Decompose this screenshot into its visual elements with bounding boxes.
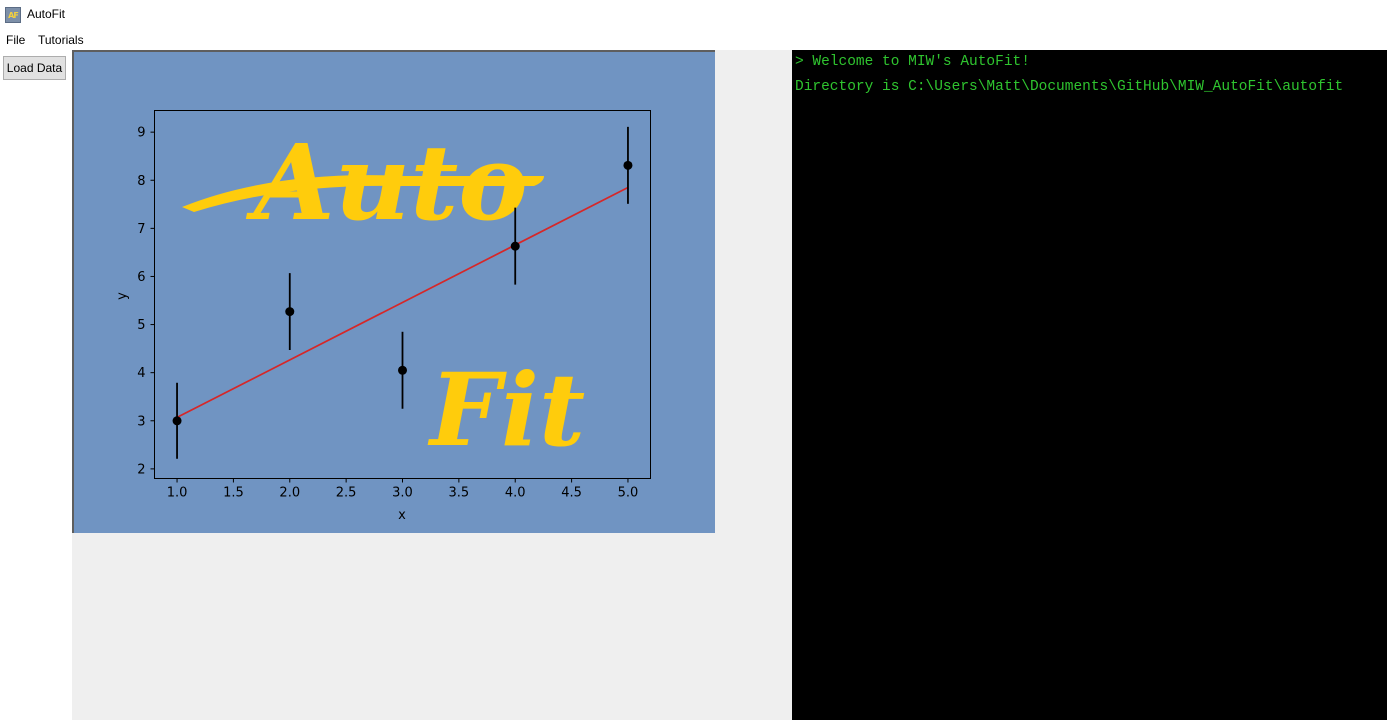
y-axis-label: y	[115, 292, 130, 300]
y-tick-label: 6	[137, 270, 145, 285]
x-tick-label: 2.0	[279, 486, 300, 501]
logo-swash-icon	[182, 175, 544, 212]
app-icon: AF	[5, 7, 21, 23]
x-tick-label: 3.0	[392, 486, 413, 501]
y-tick-label: 3	[137, 414, 145, 429]
y-tick-label: 2	[137, 462, 145, 477]
menu-file[interactable]: File	[6, 33, 26, 47]
window-title: AutoFit	[27, 7, 66, 21]
chart: Auto Fit 1.0 1.5 2.0 2.5 3.0 3.5 4.0 4.5 5.02345…	[115, 110, 651, 523]
console-panel[interactable]: > Welcome to MIW's AutoFit! Directory is…	[792, 50, 1387, 720]
console-line: Directory is C:\Users\Matt\Documents\Git…	[795, 79, 1344, 95]
menu-bar: File Tutorials	[0, 31, 1387, 49]
load-data-button[interactable]: Load Data	[3, 56, 66, 80]
y-tick-label: 4	[137, 366, 145, 381]
x-axis-label: x	[398, 508, 406, 523]
y-tick-label: 8	[137, 174, 145, 189]
x-tick-label: 4.5	[561, 486, 582, 501]
plot-canvas: Auto Fit 1.0 1.5 2.0 2.5 3.0 3.5 4.0 4.5 5.0 2 3 4 5…	[72, 50, 715, 533]
x-tick-label: 2.5	[336, 486, 357, 501]
console-line: > Welcome to MIW's AutoFit!	[795, 54, 1030, 70]
y-tick-label: 9	[137, 126, 145, 141]
data-point	[623, 160, 633, 170]
data-point	[398, 365, 407, 375]
title-bar: AF AutoFit	[0, 0, 1387, 30]
data-point	[285, 307, 295, 317]
data-point	[172, 416, 182, 426]
menu-tutorials[interactable]: Tutorials	[38, 33, 84, 47]
data-point	[510, 241, 520, 251]
x-tick-label: 1.0	[167, 486, 188, 501]
y-tick-label: 7	[137, 222, 145, 237]
x-tick-label: 5.0	[618, 486, 639, 501]
left-panel	[0, 50, 72, 720]
x-tick-label: 4.0	[505, 486, 526, 501]
x-tick-label: 1.5	[223, 486, 244, 501]
fit-line	[176, 186, 629, 419]
y-tick-label: 5	[137, 318, 145, 333]
logo-fit: Fit	[427, 351, 585, 469]
x-tick-label: 3.5	[449, 486, 470, 501]
